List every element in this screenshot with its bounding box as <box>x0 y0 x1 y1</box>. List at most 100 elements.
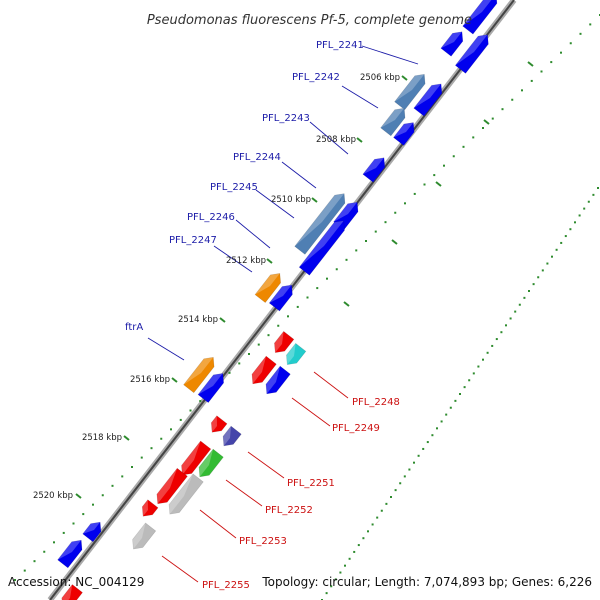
gene-ftra-shape <box>183 356 215 394</box>
gene-forward-2242b <box>413 83 443 117</box>
tick-ring-inner-dot <box>569 228 572 231</box>
tick-ring-inner-dot <box>597 187 599 189</box>
feature-label-pfl-2244[interactable]: PFL_2244 <box>233 152 281 163</box>
gene-pfl-2246-shade <box>299 220 344 268</box>
gene-reverse-2254-shape <box>141 499 159 517</box>
gene-pfl-2244-shape <box>362 157 386 183</box>
feature-label-pfl-2245[interactable]: PFL_2245 <box>210 182 258 193</box>
feature-label-ftra[interactable]: ftrA <box>125 322 143 333</box>
tick-ring-outer-dot <box>277 324 280 327</box>
gene-pfl-2245-shade <box>294 193 345 247</box>
map-title: Pseudomonas fluorescens Pf-5, complete g… <box>147 13 472 28</box>
tick-ring-inner-dot <box>468 379 471 382</box>
leader-line-forward <box>341 85 379 109</box>
gene-pfl-2247-shape <box>254 273 281 304</box>
gene-forward-2241b-shape <box>454 34 489 74</box>
tick-ring-outer-dot <box>472 136 475 139</box>
tick-label-2518-kbp: 2518 kbp <box>82 433 122 443</box>
tick-ring-outer-dot <box>491 117 494 120</box>
tick-ring-inner-dot <box>334 578 337 581</box>
tick-ring-inner-dot <box>325 592 328 595</box>
tick-ring-inner-dot <box>436 427 438 430</box>
tick-ring-outer-dot <box>540 70 543 73</box>
tick-ring-inner-dot <box>574 221 576 224</box>
tick-ring-inner-dot <box>523 296 526 299</box>
tick-ring-outer-dot <box>189 409 192 412</box>
leader-line-layer <box>147 45 419 583</box>
gene-pfl-2248-shade <box>251 356 267 384</box>
tick-ring-outer-dot <box>82 513 85 516</box>
major-tick <box>171 377 178 383</box>
tick-ring-outer-dot <box>579 32 582 35</box>
tick-ring-outer-dot <box>179 418 182 421</box>
major-tick <box>435 181 442 187</box>
feature-label-pfl-2242[interactable]: PFL_2242 <box>292 72 340 83</box>
tick-ring-inner-dot <box>376 516 379 519</box>
tick-ring-outer-dot <box>121 475 124 478</box>
feature-label-pfl-2243[interactable]: PFL_2243 <box>262 113 310 124</box>
feature-label-pfl-2255[interactable]: PFL_2255 <box>202 580 250 591</box>
gene-reverse-2250 <box>210 415 228 433</box>
feature-label-pfl-2247[interactable]: PFL_2247 <box>169 235 217 246</box>
tick-ring-inner-dot <box>426 441 429 444</box>
tick-ring-inner-dot <box>408 468 411 471</box>
gene-forward-2241a <box>440 31 464 57</box>
gene-pfl-2255-shape <box>132 522 157 550</box>
tick-ring-inner-dot <box>422 447 425 450</box>
feature-label-pfl-2249[interactable]: PFL_2249 <box>332 423 380 434</box>
tick-ring-inner-dot <box>454 399 457 402</box>
tick-ring-inner-dot <box>445 413 448 416</box>
gene-pfl-2243 <box>380 107 406 137</box>
tick-ring-outer-dot <box>228 371 231 374</box>
gene-pfl-2246-shape <box>298 220 345 276</box>
gene-pfl-2243-shape <box>380 107 406 137</box>
tick-ring-inner-dot <box>371 523 374 526</box>
accession-text: Accession: NC_004129 <box>8 575 144 589</box>
feature-label-pfl-2251[interactable]: PFL_2251 <box>287 478 335 489</box>
tick-ring-outer-dot <box>316 287 319 290</box>
gene-pfl-2253-shade <box>169 473 194 515</box>
major-tick <box>311 197 318 203</box>
major-tick <box>391 239 398 245</box>
feature-label-pfl-2253[interactable]: PFL_2253 <box>239 536 287 547</box>
gene-pfl-2252-shape <box>198 448 224 478</box>
leader-line-reverse <box>161 555 199 583</box>
leader-line-forward <box>255 189 295 219</box>
tick-ring-inner-dot <box>482 358 484 361</box>
tick-ring-outer-dot <box>423 183 426 186</box>
gene-forward-2241b-shade <box>455 34 488 66</box>
gene-forward-top-shape <box>462 0 498 35</box>
gene-pfl-2246 <box>298 220 345 276</box>
gene-pfl-2244 <box>362 157 386 183</box>
gene-forward-2241b <box>454 34 489 74</box>
gene-forward-2520a-shade <box>82 522 101 534</box>
genome-summary-text: Topology: circular; Length: 7,074,893 bp… <box>261 575 592 589</box>
tick-ring-inner-dot <box>587 200 590 203</box>
tick-ring-outer-dot <box>257 343 260 346</box>
gene-forward-top-shade <box>462 0 497 27</box>
tick-ring-inner-dot <box>472 372 475 375</box>
leader-line-reverse <box>291 397 331 427</box>
gene-reverse-2248a-shade <box>274 331 284 353</box>
feature-label-pfl-2248[interactable]: PFL_2248 <box>352 397 400 408</box>
feature-label-pfl-2246[interactable]: PFL_2246 <box>187 212 235 223</box>
feature-label-pfl-2252[interactable]: PFL_2252 <box>265 505 313 516</box>
tick-ring-inner-dot <box>367 530 369 533</box>
gene-forward-ftra-b-shade <box>198 373 223 395</box>
tick-ring-outer-dot <box>267 334 270 337</box>
gene-reverse-2250-shape <box>210 415 228 433</box>
major-tick <box>266 258 273 264</box>
gene-pfl-2247-shade <box>255 273 280 295</box>
tick-ring-inner-dot <box>390 496 392 498</box>
tick-ring-outer-dot <box>413 192 416 195</box>
tick-label-2512-kbp: 2512 kbp <box>226 256 266 266</box>
gene-forward-2242b-shape <box>413 83 443 117</box>
tick-ring-layer <box>14 14 600 600</box>
tick-ring-inner-dot <box>449 406 452 409</box>
feature-label-pfl-2241[interactable]: PFL_2241 <box>316 40 364 51</box>
gene-pfl-2245 <box>294 193 346 255</box>
leader-line-reverse <box>247 451 285 479</box>
tick-ring-outer-dot <box>462 145 465 148</box>
gene-pfl-2255 <box>132 522 157 550</box>
tick-ring-inner-dot <box>348 557 351 560</box>
